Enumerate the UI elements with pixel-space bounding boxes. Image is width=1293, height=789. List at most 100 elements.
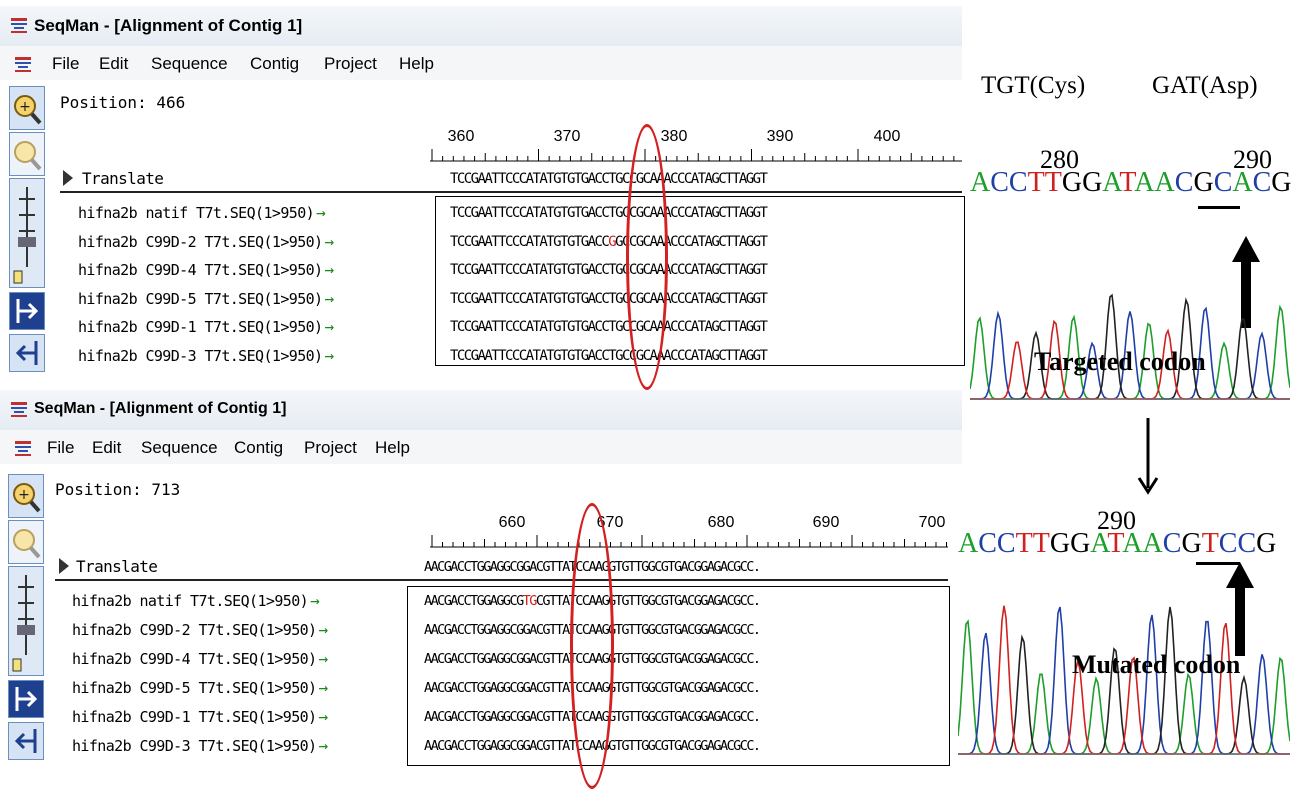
zoom-slider[interactable] <box>8 566 44 676</box>
ruler-label: 370 <box>553 128 581 145</box>
sequence-segment: CGTTATCCAAGGTGTTGGCGTGACGGAGACGCC. <box>535 593 761 609</box>
row-label-text: hifna2b C99D-2 T7t.SEQ(1>950) <box>72 621 317 639</box>
zoom-in-button[interactable]: + <box>8 474 44 518</box>
document-icon[interactable] <box>14 55 32 73</box>
base-letter: C <box>1162 528 1182 559</box>
row-arrow-icon: → <box>310 591 320 610</box>
zoom-out-button[interactable] <box>8 520 44 564</box>
base-letter: A <box>1102 167 1120 198</box>
zoom-out-button[interactable] <box>9 132 45 176</box>
codon-cys-label: TGT(Cys) <box>981 72 1086 99</box>
row-label-text: hifna2b natif T7t.SEQ(1>950) <box>78 204 315 222</box>
row-label[interactable]: hifna2b C99D-5 T7t.SEQ(1>950) → <box>78 289 334 308</box>
base-letter: T <box>1015 528 1033 559</box>
translate-label[interactable]: Translate <box>82 169 164 188</box>
seqman-app-icon <box>11 402 27 417</box>
base-letter: A <box>1090 528 1108 559</box>
row-label-text: hifna2b natif T7t.SEQ(1>950) <box>72 592 309 610</box>
scroll-right-button[interactable] <box>8 680 44 718</box>
document-icon[interactable] <box>14 439 32 457</box>
alignment-box <box>435 196 965 366</box>
menu-edit[interactable]: Edit <box>92 438 122 457</box>
base-letter: G <box>1082 167 1103 198</box>
base-letter: A <box>1142 528 1163 559</box>
base-letter: T <box>1044 167 1062 198</box>
row-label[interactable]: hifna2b C99D-4 T7t.SEQ(1>950) → <box>78 260 334 279</box>
scroll-left-button[interactable] <box>9 334 45 372</box>
menu-sequence[interactable]: Sequence <box>151 54 228 73</box>
row-label[interactable]: hifna2b natif T7t.SEQ(1>950) → <box>78 203 326 222</box>
menu-contig[interactable]: Contig <box>234 438 284 457</box>
arrow-down-icon <box>1137 418 1159 495</box>
menu-contig[interactable]: Contig <box>250 54 300 73</box>
translate-label[interactable]: Translate <box>76 557 158 576</box>
base-letter: G <box>1193 167 1214 198</box>
sequence-segment: TCCGAATTCCCATATGTGTGACC <box>450 290 610 307</box>
menu-project[interactable]: Project <box>324 54 377 73</box>
menu-help[interactable]: Help <box>399 54 434 73</box>
base-letter: C <box>990 167 1009 198</box>
slider-icon <box>13 187 36 284</box>
row-label[interactable]: hifna2b C99D-2 T7t.SEQ(1>950) → <box>72 620 328 639</box>
expand-translate-icon[interactable] <box>62 169 74 187</box>
arrow-up-icon <box>1232 236 1260 328</box>
zoom-in-button[interactable]: + <box>9 86 45 130</box>
base-letter: C <box>1213 167 1233 198</box>
menu-edit[interactable]: Edit <box>99 54 129 73</box>
row-label[interactable]: hifna2b C99D-5 T7t.SEQ(1>950) → <box>72 678 328 697</box>
position-ruler: 360 370 380 390 400 <box>430 128 962 188</box>
row-label[interactable]: hifna2b C99D-3 T7t.SEQ(1>950) → <box>78 346 334 365</box>
position-280-label: 280 <box>1040 145 1079 174</box>
base-letter: G <box>1049 528 1071 559</box>
scroll-right-button[interactable] <box>9 292 45 330</box>
row-sequence: TCCGAATTCCCATATGTGTGACCTGCCGCAAACCCATAGC… <box>450 290 768 307</box>
zoom-in-icon: + <box>13 483 41 513</box>
codon-underline <box>1196 562 1240 565</box>
row-label[interactable]: hifna2b natif T7t.SEQ(1>950) → <box>72 591 320 610</box>
zoom-in-icon: + <box>14 95 42 125</box>
base-letter: T <box>1027 167 1045 198</box>
menu-project[interactable]: Project <box>304 438 357 457</box>
mutated-codon-label: Mutated codon <box>1072 650 1241 679</box>
base-letter: G <box>1256 528 1277 559</box>
row-arrow-icon: → <box>324 231 335 251</box>
menu-file[interactable]: File <box>47 438 75 457</box>
expand-translate-icon[interactable] <box>58 557 70 575</box>
row-label-text: hifna2b C99D-3 T7t.SEQ(1>950) <box>78 346 323 365</box>
row-label[interactable]: hifna2b C99D-4 T7t.SEQ(1>950) → <box>72 649 328 668</box>
row-arrow-icon: → <box>318 620 329 639</box>
row-label[interactable]: hifna2b C99D-2 T7t.SEQ(1>950) → <box>78 232 334 251</box>
zoom-out-icon <box>14 141 42 171</box>
row-arrow-icon: → <box>318 707 329 726</box>
scroll-left-button[interactable] <box>8 722 44 760</box>
ruler-label: 390 <box>766 128 794 145</box>
slider-icon <box>12 575 35 672</box>
row-label[interactable]: hifna2b C99D-3 T7t.SEQ(1>950) → <box>72 736 328 755</box>
sequence-segment: GACGTTATCCAAGGTGTTGGCGTGACGGAGACGCC. <box>522 651 761 667</box>
menu-sequence[interactable]: Sequence <box>141 438 218 457</box>
position-290-label: 290 <box>1233 145 1272 174</box>
arrow-right-bar-icon <box>15 687 38 711</box>
title-bar: SeqMan - [Alignment of Contig 1] <box>0 6 962 47</box>
row-arrow-icon: → <box>324 288 335 308</box>
trace-G <box>958 606 1290 755</box>
arrow-right-bar-icon <box>16 299 39 323</box>
menu-file[interactable]: File <box>52 54 80 73</box>
row-label[interactable]: hifna2b C99D-1 T7t.SEQ(1>950) → <box>78 317 334 336</box>
sequence-segment: TCCGAATTCCCATATGTGTGACC <box>450 347 610 364</box>
row-label[interactable]: hifna2b C99D-1 T7t.SEQ(1>950) → <box>72 707 328 726</box>
zoom-slider[interactable] <box>9 178 45 288</box>
row-arrow-icon: → <box>318 736 329 755</box>
row-arrow-icon: → <box>318 678 329 697</box>
codon-underline <box>1198 206 1240 209</box>
row-label-text: hifna2b C99D-5 T7t.SEQ(1>950) <box>78 289 323 308</box>
zoom-out-icon <box>13 529 41 559</box>
menu-help[interactable]: Help <box>375 438 410 457</box>
base-letter: A <box>1232 167 1253 198</box>
vertical-toolbar: + <box>8 474 44 774</box>
mutant-sequence: ACCTTGGATAACGTCCG <box>958 528 1276 560</box>
row-label-text: hifna2b C99D-1 T7t.SEQ(1>950) <box>78 318 323 336</box>
row-arrow-icon: → <box>318 649 329 668</box>
base-letter: T <box>1032 528 1050 559</box>
ruler-label: 360 <box>447 128 475 145</box>
